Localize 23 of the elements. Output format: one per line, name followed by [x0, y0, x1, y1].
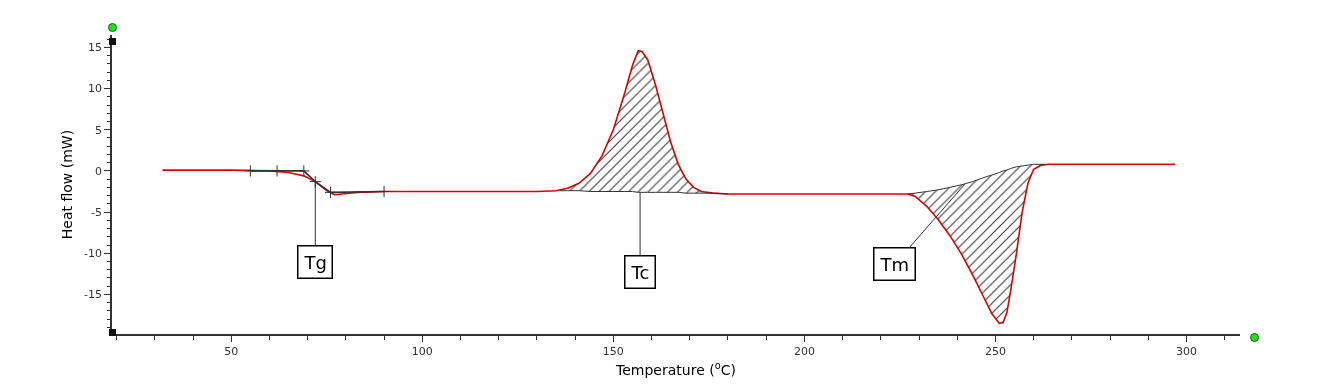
- x-tick-label: 200: [793, 344, 815, 358]
- y-tick-label: -10: [84, 247, 103, 261]
- y-tick-label: 5: [95, 123, 103, 137]
- y-axis-title: Heat flow (mW): [59, 129, 76, 240]
- point: [297, 164, 310, 178]
- x-tick-label: 150: [602, 344, 624, 358]
- x-tick-label: 50: [224, 344, 239, 358]
- annotation: Tg: [303, 251, 327, 273]
- annotation: Tc: [630, 261, 650, 283]
- y-tick-label: 15: [88, 41, 103, 55]
- point: [270, 164, 284, 178]
- annotation: Tm: [879, 253, 910, 275]
- y-tick-label: 0: [95, 164, 103, 178]
- point: [244, 164, 257, 178]
- y-tick-label: -15: [84, 288, 103, 302]
- line-series: [161, 49, 1176, 325]
- x-tick-label: 100: [411, 344, 433, 358]
- point: [324, 186, 337, 199]
- y-tick-label: 10: [88, 82, 103, 96]
- x-axis-title: Temperature ($^{o}$C): [615, 359, 736, 378]
- y-tick-label: -5: [91, 205, 103, 219]
- x-tick-label: 300: [1176, 344, 1197, 358]
- x-tick-label: 250: [984, 344, 1006, 358]
